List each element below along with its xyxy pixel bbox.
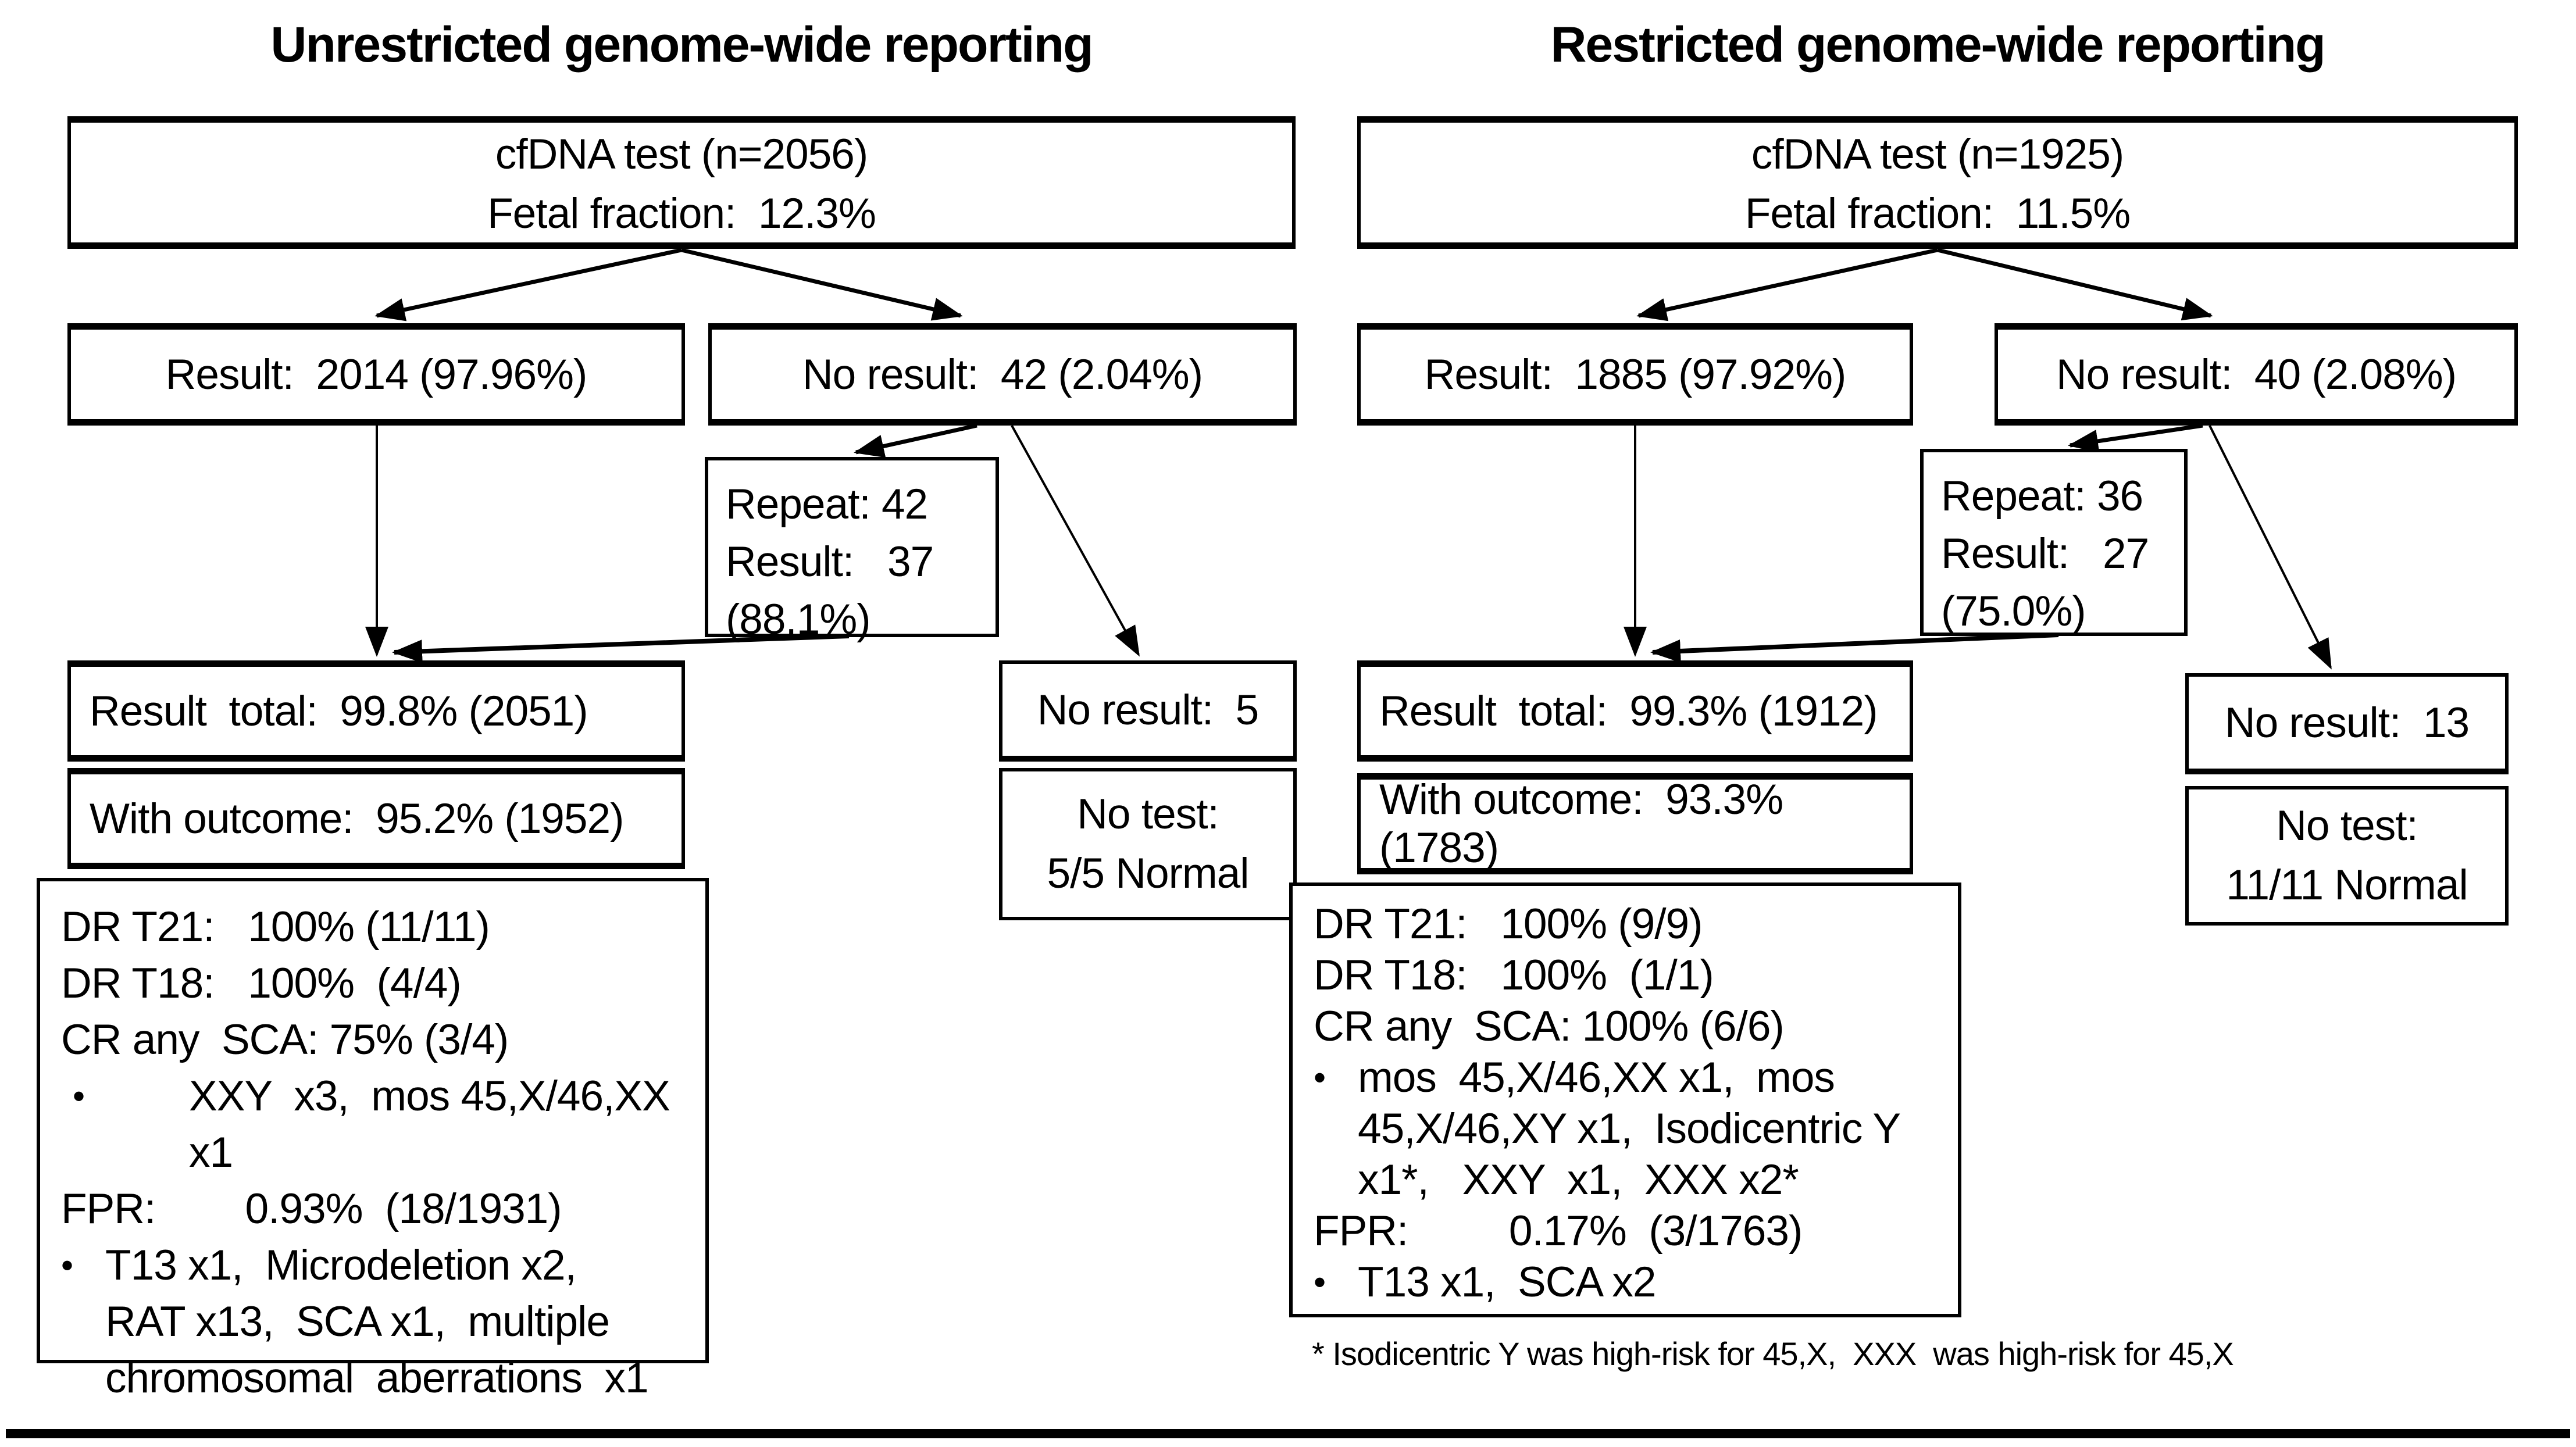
arrow-repeat-to-resulttotal-right — [1650, 633, 2059, 663]
arrow-noresult-to-noresult5-left — [1011, 425, 1140, 657]
stat-fpr-left: FPR: 0.93% (18/1931) — [61, 1185, 562, 1232]
bullet-icon: • — [1314, 1058, 1326, 1097]
repeat-box-left: Repeat: 42 Result: 37 (88.1%) — [705, 457, 999, 643]
repeat-box-right: Repeat: 36 Result: 27 (75.0%) — [1920, 449, 2188, 636]
cfdna-test-box-left: cfDNA test (n=2056) Fetal fraction: 12.3… — [67, 116, 1296, 249]
footnote-isodicentric: * Isodicentric Y was high-risk for 45,X,… — [1312, 1335, 2234, 1372]
result-box-left: Result: 2014 (97.96%) — [67, 323, 685, 426]
fetal-fraction-right: Fetal fraction: 11.5% — [1744, 190, 2131, 237]
stat-fp-detail-right: • T13 x1, SCA x2 — [1314, 1257, 1946, 1308]
stat-dr-t21-right: DR T21: 100% (9/9) — [1314, 901, 1703, 948]
stat-sca-detail-right: • mos 45,X/46,XX x1, mos 45,X/46,XY x1, … — [1314, 1052, 1946, 1206]
no-test-box-left: No test: 5/5 Normal — [999, 768, 1297, 920]
bullet-icon: • — [73, 1077, 85, 1116]
outcome-stats-box-right: DR T21: 100% (9/9) DR T18: 100% (1/1) CR… — [1289, 883, 1961, 1317]
with-outcome-box-left: With outcome: 95.2% (1952) — [67, 768, 685, 869]
no-test-box-right: No test: 11/11 Normal — [2185, 786, 2509, 926]
stat-cr-sca-left: CR any SCA: 75% (3/4) — [61, 1016, 509, 1063]
no-result-repeat-box-right: No result: 13 — [2185, 673, 2509, 774]
stat-dr-t18-right: DR T18: 100% (1/1) — [1314, 952, 1714, 999]
arrow-noresult-to-repeat-right — [2068, 423, 2203, 453]
result-total-box-right: Result total: 99.3% (1912) — [1357, 660, 1913, 762]
arrow-repeat-to-resulttotal-left — [392, 634, 850, 663]
arrow-cfdna-to-noresult-left — [681, 248, 963, 321]
cfdna-count-right: cfDNA test (n=1925) — [1751, 131, 2124, 178]
arrow-cfdna-to-noresult-right — [1937, 248, 2213, 321]
no-result-box-right: No result: 40 (2.08%) — [1995, 323, 2518, 426]
bullet-icon: • — [1314, 1263, 1326, 1302]
result-box-right: Result: 1885 (97.92%) — [1357, 323, 1913, 426]
stat-sca-detail-left: • XXY x3, mos 45,X/46,XX x1 — [61, 1068, 694, 1181]
arrow-cfdna-to-result-right — [1636, 248, 1938, 321]
bullet-icon: • — [61, 1246, 73, 1285]
stat-dr-t21-left: DR T21: 100% (11/11) — [61, 903, 490, 951]
cfdna-count-left: cfDNA test (n=2056) — [495, 131, 868, 178]
arrow-noresult-to-noresult13-right — [2208, 425, 2332, 670]
arrow-noresult-to-repeat-left — [854, 423, 977, 458]
stat-dr-t18-left: DR T18: 100% (4/4) — [61, 960, 462, 1007]
arrow-cfdna-to-result-left — [374, 248, 682, 321]
panel-title-restricted: Restricted genome-wide reporting — [1550, 17, 2325, 73]
outcome-stats-box-left: DR T21: 100% (11/11) DR T18: 100% (4/4) … — [37, 878, 709, 1402]
stat-cr-sca-right: CR any SCA: 100% (6/6) — [1314, 1003, 1785, 1050]
result-total-box-left: Result total: 99.8% (2051) — [67, 660, 685, 762]
fetal-fraction-left: Fetal fraction: 12.3% — [487, 190, 876, 237]
bottom-divider-line — [6, 1429, 2570, 1438]
panel-title-unrestricted: Unrestricted genome-wide reporting — [270, 17, 1093, 73]
stat-fp-detail-left: • T13 x1, Microdeletion x2, RAT x13, SCA… — [61, 1237, 694, 1406]
stat-fpr-right: FPR: 0.17% (3/1763) — [1314, 1207, 1803, 1255]
no-result-box-left: No result: 42 (2.04%) — [708, 323, 1297, 426]
with-outcome-box-right: With outcome: 93.3% (1783) — [1357, 773, 1913, 874]
no-result-repeat-box-left: No result: 5 — [999, 660, 1297, 762]
cfdna-test-box-right: cfDNA test (n=1925) Fetal fraction: 11.5… — [1357, 116, 2518, 249]
